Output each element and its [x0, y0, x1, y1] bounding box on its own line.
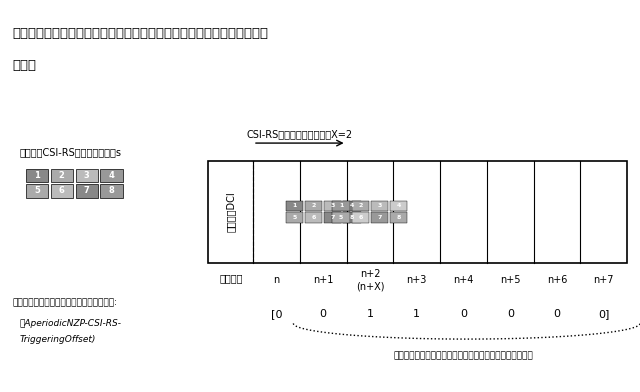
Text: オフセットをトリガ゛する構成パラメータのビットマップ: オフセットをトリガ゛する構成パラメータのビットマップ: [394, 351, 533, 360]
Text: 2: 2: [59, 171, 65, 180]
Text: 0: 0: [319, 309, 326, 319]
Bar: [26, 169, 48, 182]
Bar: [343, 212, 360, 223]
Bar: [390, 212, 408, 223]
Bar: [76, 169, 98, 182]
Text: オフセットをトリガ゛する構成パラメータ:: オフセットをトリガ゛する構成パラメータ:: [13, 298, 118, 307]
Bar: [333, 201, 350, 211]
Bar: [51, 169, 73, 182]
Text: 0: 0: [460, 309, 467, 319]
Bar: [324, 212, 341, 223]
Text: n+7: n+7: [593, 275, 614, 285]
Bar: [390, 201, 408, 211]
Text: n+1: n+1: [313, 275, 333, 285]
Text: 1: 1: [413, 309, 420, 319]
Text: n+6: n+6: [547, 275, 567, 285]
Text: n+3: n+3: [406, 275, 427, 285]
Text: 4: 4: [109, 171, 115, 180]
Bar: [51, 184, 73, 198]
Bar: [343, 201, 360, 211]
Bar: [100, 169, 123, 182]
Text: 示す図: 示す図: [13, 59, 36, 72]
Text: TriggeringOffset): TriggeringOffset): [19, 335, 95, 344]
Bar: [285, 201, 303, 211]
Bar: [324, 201, 341, 211]
Bar: [76, 184, 98, 198]
Text: 5: 5: [34, 186, 40, 195]
Text: 0: 0: [554, 309, 561, 319]
Text: [0: [0: [271, 309, 282, 319]
Text: 5: 5: [339, 215, 343, 220]
Text: 8: 8: [397, 215, 401, 220]
Text: 5: 5: [292, 215, 296, 220]
Text: 3: 3: [84, 171, 90, 180]
Bar: [352, 201, 369, 211]
Text: 2: 2: [312, 203, 316, 208]
Text: n: n: [273, 275, 280, 285]
Text: 7: 7: [331, 215, 335, 220]
Text: 0: 0: [507, 309, 514, 319]
Text: 1: 1: [339, 203, 343, 208]
Text: トリガ゛DCI: トリガ゛DCI: [225, 191, 236, 232]
Text: 1: 1: [367, 309, 373, 319]
Text: 3: 3: [378, 203, 381, 208]
Text: 8: 8: [109, 186, 115, 195]
Bar: [100, 184, 123, 198]
Text: 1: 1: [34, 171, 40, 180]
Text: 4: 4: [397, 203, 401, 208]
Text: 0]: 0]: [598, 309, 609, 319]
Text: n+4: n+4: [453, 275, 474, 285]
Bar: [305, 201, 322, 211]
Text: 4: 4: [350, 203, 354, 208]
Bar: [352, 212, 369, 223]
Text: 7: 7: [378, 215, 381, 220]
Text: 7: 7: [84, 186, 90, 195]
Text: 6: 6: [312, 215, 316, 220]
Text: n+2
(n+X): n+2 (n+X): [356, 269, 384, 291]
Text: 本発明の実施例１の非周期的ＣＳＩ－ＲＳリソースセットの１つの例を: 本発明の実施例１の非周期的ＣＳＩ－ＲＳリソースセットの１つの例を: [13, 27, 269, 40]
Bar: [371, 201, 388, 211]
Text: n+5: n+5: [500, 275, 520, 285]
Text: スロット: スロット: [220, 273, 243, 283]
Bar: [371, 212, 388, 223]
Bar: [285, 212, 303, 223]
Bar: [305, 212, 322, 223]
Bar: [333, 212, 350, 223]
Bar: [26, 184, 48, 198]
Text: 6: 6: [59, 186, 65, 195]
Text: 2: 2: [358, 203, 362, 208]
Text: 非周期的CSI-RSリソースセットs: 非周期的CSI-RSリソースセットs: [19, 147, 121, 157]
Text: 6: 6: [358, 215, 362, 220]
Text: 1: 1: [292, 203, 296, 208]
Bar: [208, 161, 627, 263]
Text: 8: 8: [350, 215, 354, 220]
Text: 3: 3: [331, 203, 335, 208]
Text: CSI-RSトリガ゛オフセットX=2: CSI-RSトリガ゛オフセットX=2: [246, 129, 353, 139]
Text: （AperiodicNZP-CSI-RS-: （AperiodicNZP-CSI-RS-: [19, 319, 121, 328]
